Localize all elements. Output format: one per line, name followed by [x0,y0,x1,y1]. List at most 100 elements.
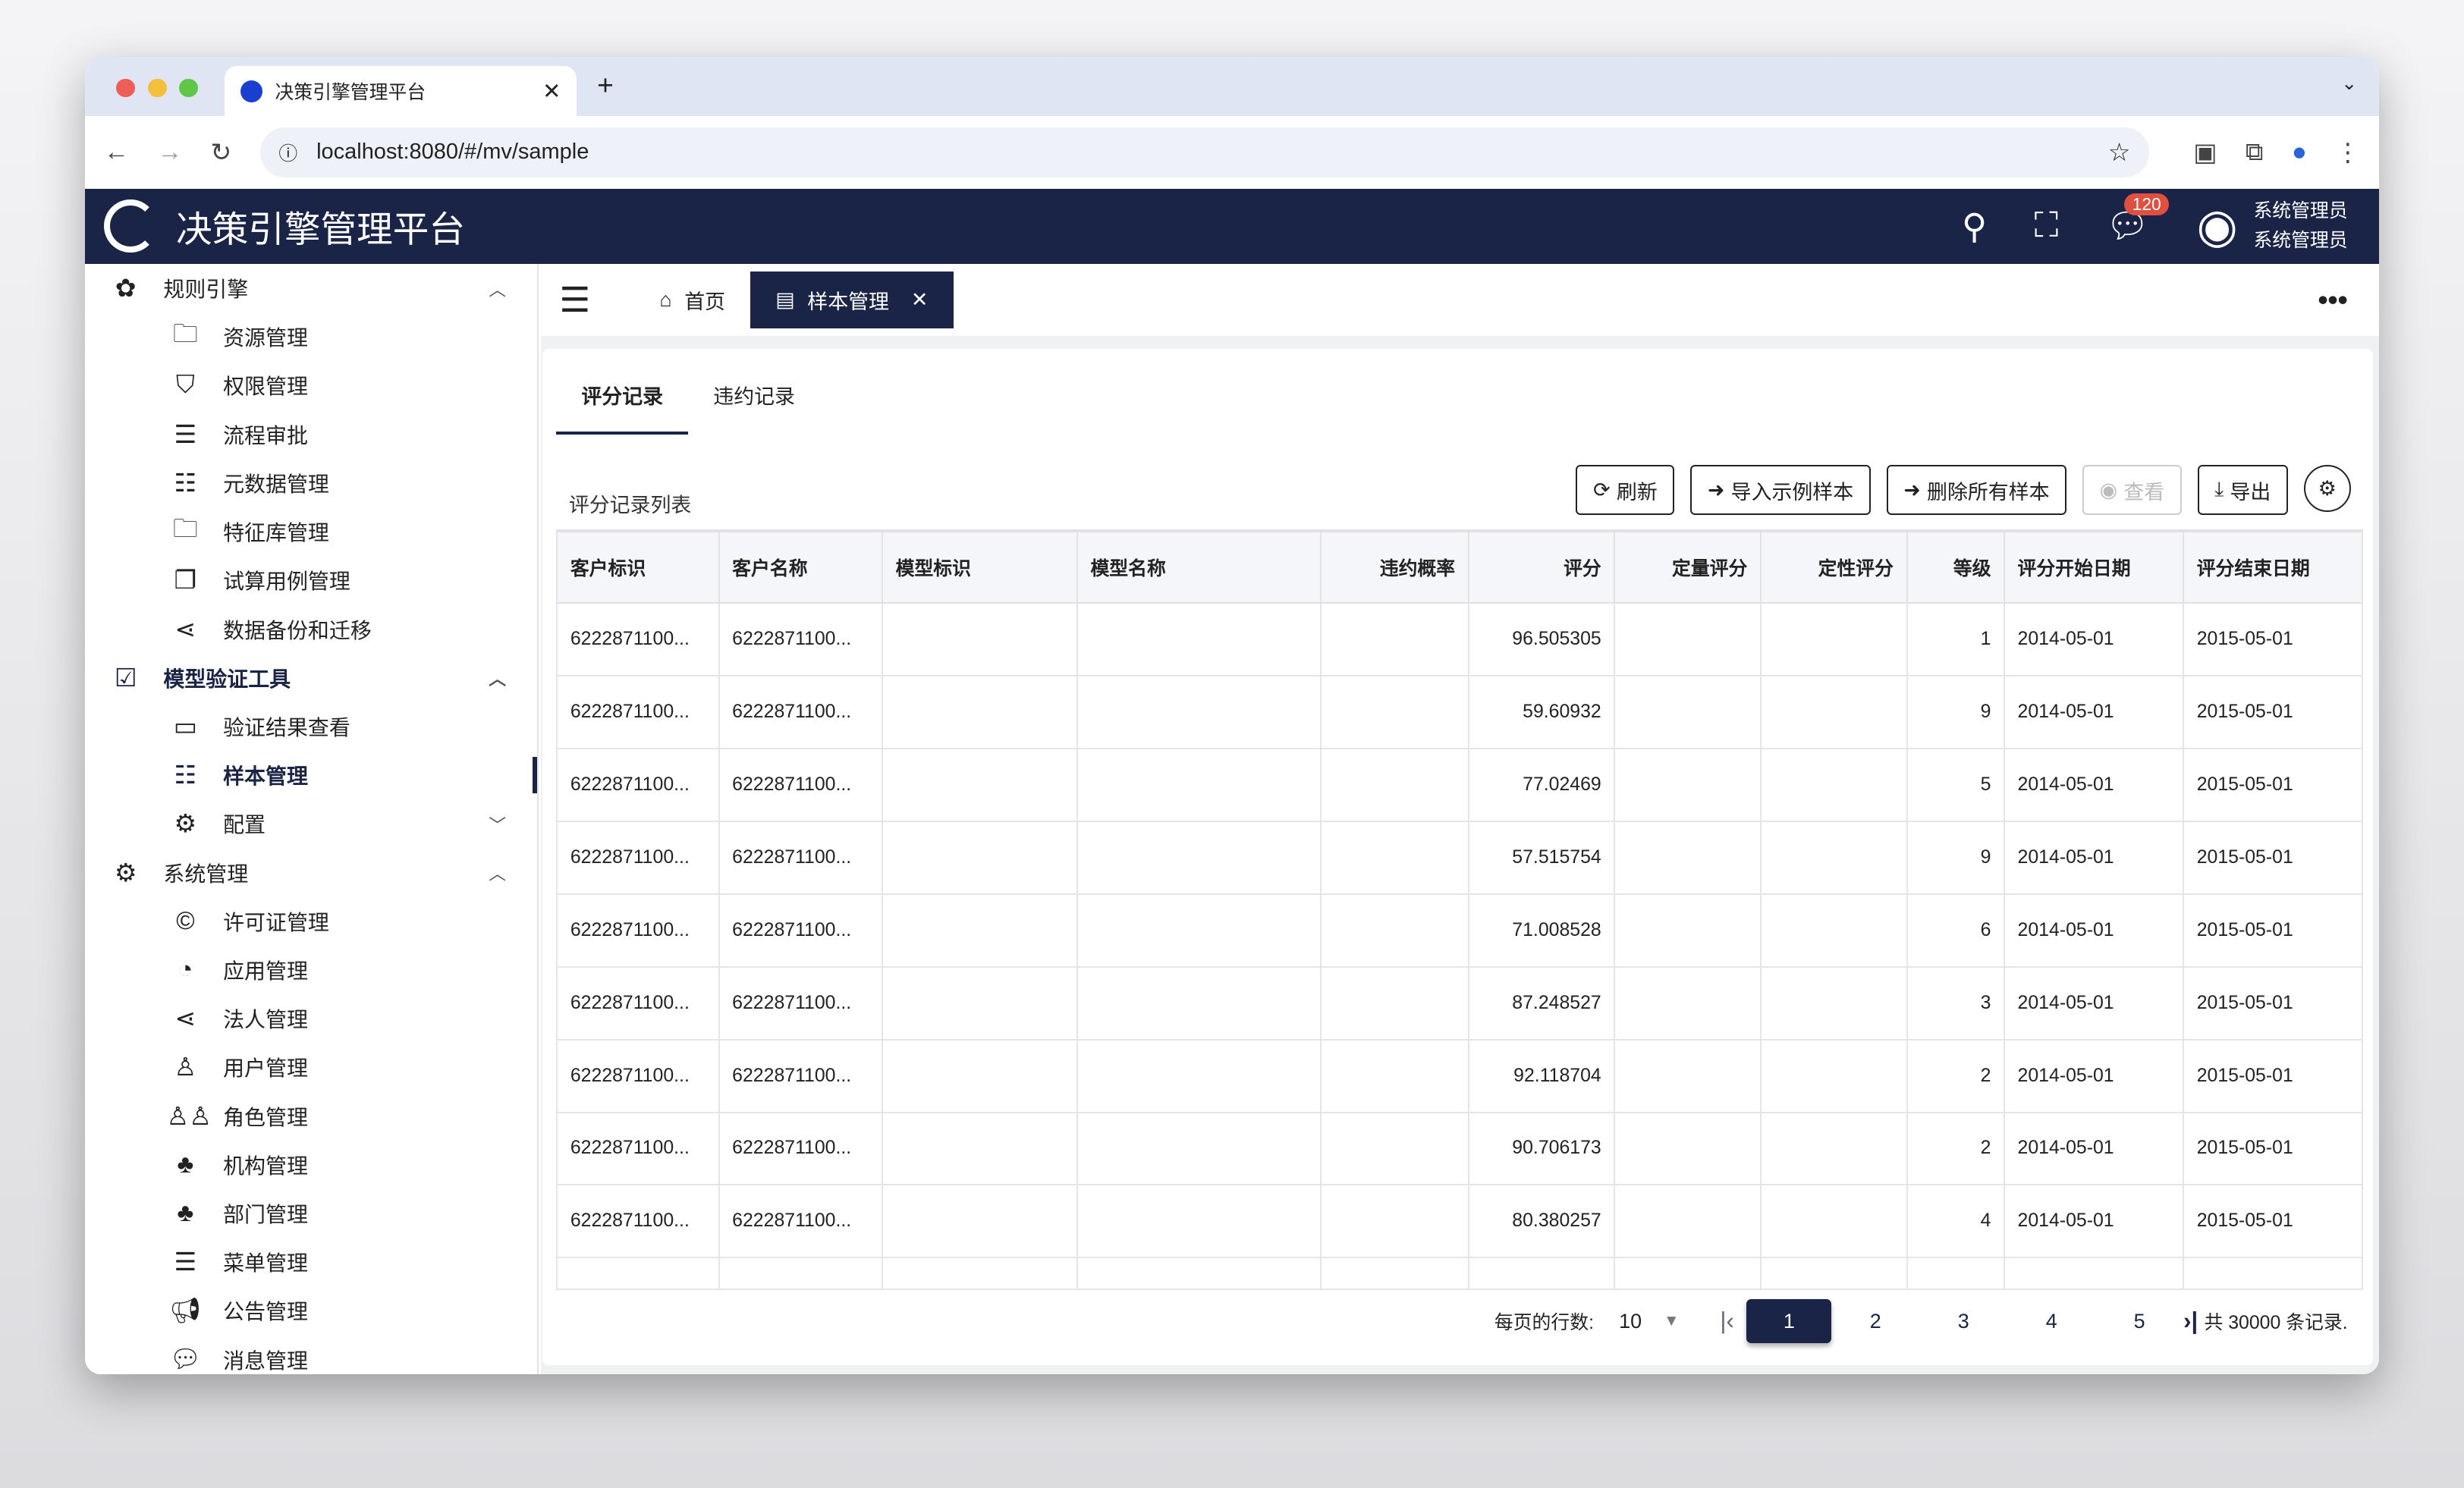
sidebar-item-0-1[interactable]: ⛉ 权限管理 [85,361,538,410]
table-cell: 2 [1906,1111,2005,1186]
table-cell [1076,1257,1322,1290]
sidebar-item-0-0[interactable]: 🗀︎ 资源管理 [85,312,538,361]
rows-per-page-select[interactable]: 10 [1619,1309,1642,1333]
page-button[interactable]: 1 [1746,1299,1832,1344]
tab-home[interactable]: ⌂ 首页 [634,272,750,328]
puzzle-icon[interactable]: ⧉ [2245,137,2264,166]
sidebar-item-label: 机构管理 [223,1154,308,1178]
extension-icon[interactable]: ▣ [2193,138,2217,167]
fullscreen-icon[interactable]: ⛶ [2034,206,2059,245]
sidebar-item-2-0[interactable]: © 许可证管理 [85,897,538,946]
close-tab-icon[interactable]: ✕ [542,79,561,104]
column-settings-button[interactable]: ⚙ [2303,465,2351,513]
column-header[interactable]: 客户标识 [556,529,720,604]
address-bar[interactable]: ⓘ localhost:8080/#/mv/sample ☆ [259,127,2150,178]
last-page-icon[interactable]: ›| [2183,1307,2198,1335]
bookmark-star-icon[interactable]: ☆ [2107,138,2131,167]
sidebar-item-2-2[interactable]: ⋖ 法人管理 [85,994,538,1043]
table-cell [1319,820,1469,895]
browser-tab[interactable]: 决策引擎管理平台 ✕ [225,65,577,117]
sidebar-item-0-5[interactable]: ❐ 试算用例管理 [85,556,538,604]
table-cell [882,748,1078,822]
forward-icon[interactable]: → [157,137,183,166]
reload-icon[interactable]: ↻ [210,138,232,167]
column-header[interactable]: 评分开始日期 [2003,529,2185,604]
column-header[interactable]: 违约概率 [1319,529,1469,604]
sidebar-item-2-4[interactable]: ♙♙ 角色管理 [85,1091,538,1140]
column-header[interactable]: 等级 [1906,529,2005,604]
sidebar-item-2-9[interactable]: 💬︎ 消息管理 [85,1335,538,1374]
sidebar-item-0-2[interactable]: ☰ 流程审批 [85,410,538,459]
monitor-icon: ▭ [173,712,198,741]
column-header[interactable]: 定量评分 [1614,529,1762,604]
table-cell [882,1184,1078,1259]
sidebar-item-2-8[interactable]: 📢︎ 公告管理 [85,1286,538,1335]
page-button[interactable]: 2 [1869,1310,1881,1333]
column-header[interactable]: 评分 [1467,529,1616,604]
table-cell: 4 [1906,1184,2005,1259]
pagination: 每页的行数: 10 ▼ |‹ 1 2 3 4 5 ›| 共 30000 条记录. [1494,1299,2348,1344]
gear-icon: ⚙ [114,859,137,887]
tab-search-chevron-icon[interactable]: ⌄ [2341,74,2358,95]
table-row[interactable]: 6222871100... 6222871100... 92.118704 2 2014… [556,1038,2364,1113]
sidebar-item-0-3[interactable]: ☷ 元数据管理 [85,459,538,507]
first-page-icon[interactable]: |‹ [1720,1307,1734,1335]
table-row[interactable]: 6222871100... 6222871100... 96.505305 1 2014… [556,602,2364,677]
dropdown-caret-icon[interactable]: ▼ [1664,1312,1680,1330]
tab-sample-management[interactable]: ▤ 样本管理 ✕ [750,272,954,328]
column-header[interactable]: 定性评分 [1759,529,1908,604]
page-button[interactable]: 5 [2133,1310,2145,1333]
close-tab-icon[interactable]: ✕ [910,288,929,312]
more-icon[interactable]: ••• [2318,284,2348,316]
table-row[interactable]: 6222871100... 6222871100... 71.008528 6 2014… [556,893,2364,968]
refresh-button[interactable]: ⟳ 刷新 [1576,465,1675,516]
collapse-menu-icon[interactable]: ☰ [559,281,591,320]
column-header[interactable]: 模型名称 [1076,529,1322,604]
table-row[interactable]: 6222871100... 6222871100... 90.706173 2 2014… [556,1111,2364,1186]
search-icon[interactable]: ⚲ [1961,206,1988,246]
copy-icon: ❐ [174,567,197,595]
sidebar-item-0-6[interactable]: ⋖ 数据备份和迁移 [85,604,538,653]
table-row[interactable]: 6222871100... 6222871100... 80.380257 4 2014… [556,1184,2364,1259]
tab-score-records[interactable]: 评分记录 [556,371,689,435]
sidebar-item-1-0[interactable]: ▭ 验证结果查看 [85,702,538,751]
column-header[interactable]: 评分结束日期 [2183,529,2364,604]
table-row[interactable]: 6222871100... 6222871100... 57.515754 9 2014… [556,820,2364,895]
view-button[interactable]: ◉ 查看 [2082,465,2182,516]
table-cell [1076,965,1322,1041]
table-row[interactable]: 6222871100... 6222871100... 59.60932 9 2014-… [556,675,2364,750]
sidebar-item-1-1[interactable]: ☷ 样本管理 [85,751,538,799]
sidebar-item-2-6[interactable]: ♣ 部门管理 [85,1189,538,1238]
user-role: 系统管理员 [2253,231,2348,252]
sidebar-group-0[interactable]: ✿ 规则引擎 ︿ [85,264,538,312]
page-button[interactable]: 3 [1957,1310,1969,1333]
table-cell: 6222871100... [556,1038,720,1113]
profile-icon[interactable]: ● [2291,137,2307,166]
table-cell [1076,893,1322,968]
sidebar-item-2-1[interactable]: ◔ 应用管理 [85,946,538,994]
sidebar-item-2-3[interactable]: ♙ 用户管理 [85,1043,538,1091]
sidebar-item-0-4[interactable]: 🗀︎ 特征库管理 [85,507,538,556]
tab-default-records[interactable]: 违约记录 [713,385,795,409]
maximize-window-button[interactable] [179,78,198,98]
sidebar-item-2-7[interactable]: ☰ 菜单管理 [85,1238,538,1286]
minimize-window-button[interactable] [147,78,167,98]
sidebar-group-1[interactable]: ☑ 模型验证工具 ︿ [85,654,538,702]
sidebar-item-2-5[interactable]: ♣ 机构管理 [85,1141,538,1189]
new-tab-icon[interactable]: + [597,69,614,102]
sidebar-group-2[interactable]: ⚙ 系统管理 ︿ [85,848,538,896]
table-row[interactable]: 6222871100... 6222871100... 77.02469 5 2014-… [556,748,2364,822]
user-menu[interactable]: ◉ 系统管理员 系统管理员 [2197,196,2348,256]
column-header[interactable]: 客户名称 [718,529,884,604]
back-icon[interactable]: ← [103,137,129,166]
close-window-button[interactable] [116,78,136,98]
sidebar-item-1-2[interactable]: ⚙ 配置 ﹀ [85,799,538,848]
import-sample-button[interactable]: ➜ 导入示例样本 [1690,465,1871,516]
delete-all-button[interactable]: ➜ 删除所有样本 [1886,465,2067,516]
column-header[interactable]: 模型标识 [882,529,1078,604]
table-row[interactable]: 6222871100... 6222871100... 87.248527 3 2014… [556,965,2364,1041]
page-button[interactable]: 4 [2045,1310,2057,1333]
messages-button[interactable]: 💬︎ 120 [2106,193,2170,246]
export-button[interactable]: ⤓ 导出 [2197,465,2288,516]
menu-dots-icon[interactable]: ⋮ [2335,138,2361,167]
